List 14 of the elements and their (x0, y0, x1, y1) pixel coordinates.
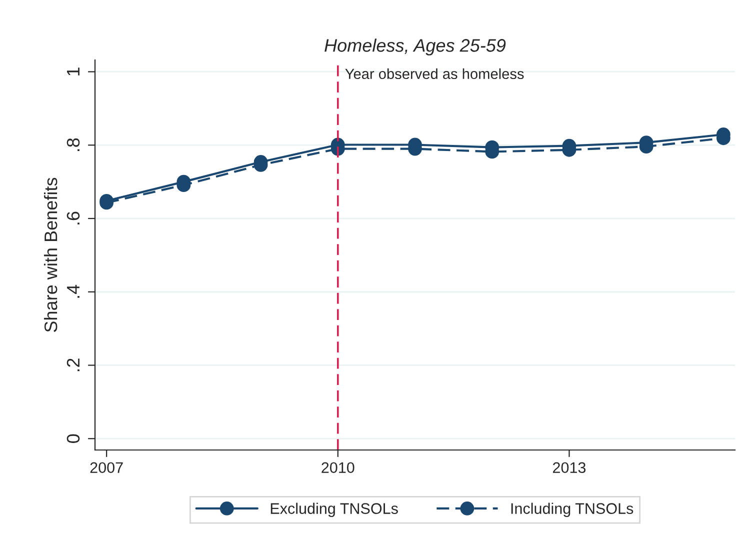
legend-label: Excluding TNSOLs (270, 502, 398, 517)
y-tick-label: 0 (66, 434, 80, 443)
x-tick-label: 2007 (90, 462, 123, 474)
x-tick-label: 2013 (552, 462, 586, 474)
y-axis-title: Share with Benefits (44, 178, 58, 332)
y-tick-label: .8 (66, 138, 80, 151)
x-tick-label: 2010 (322, 462, 354, 474)
y-tick-label: .2 (66, 358, 80, 372)
ref-line-label: Year observed as homeless (345, 68, 524, 80)
y-tick-label: .6 (66, 212, 80, 224)
legend-label: Including TNSOLs (511, 502, 634, 517)
y-tick-label: 1 (67, 68, 80, 76)
chart-title: Homeless, Ages 25-59 (324, 38, 506, 56)
y-tick-label: .4 (67, 284, 80, 298)
